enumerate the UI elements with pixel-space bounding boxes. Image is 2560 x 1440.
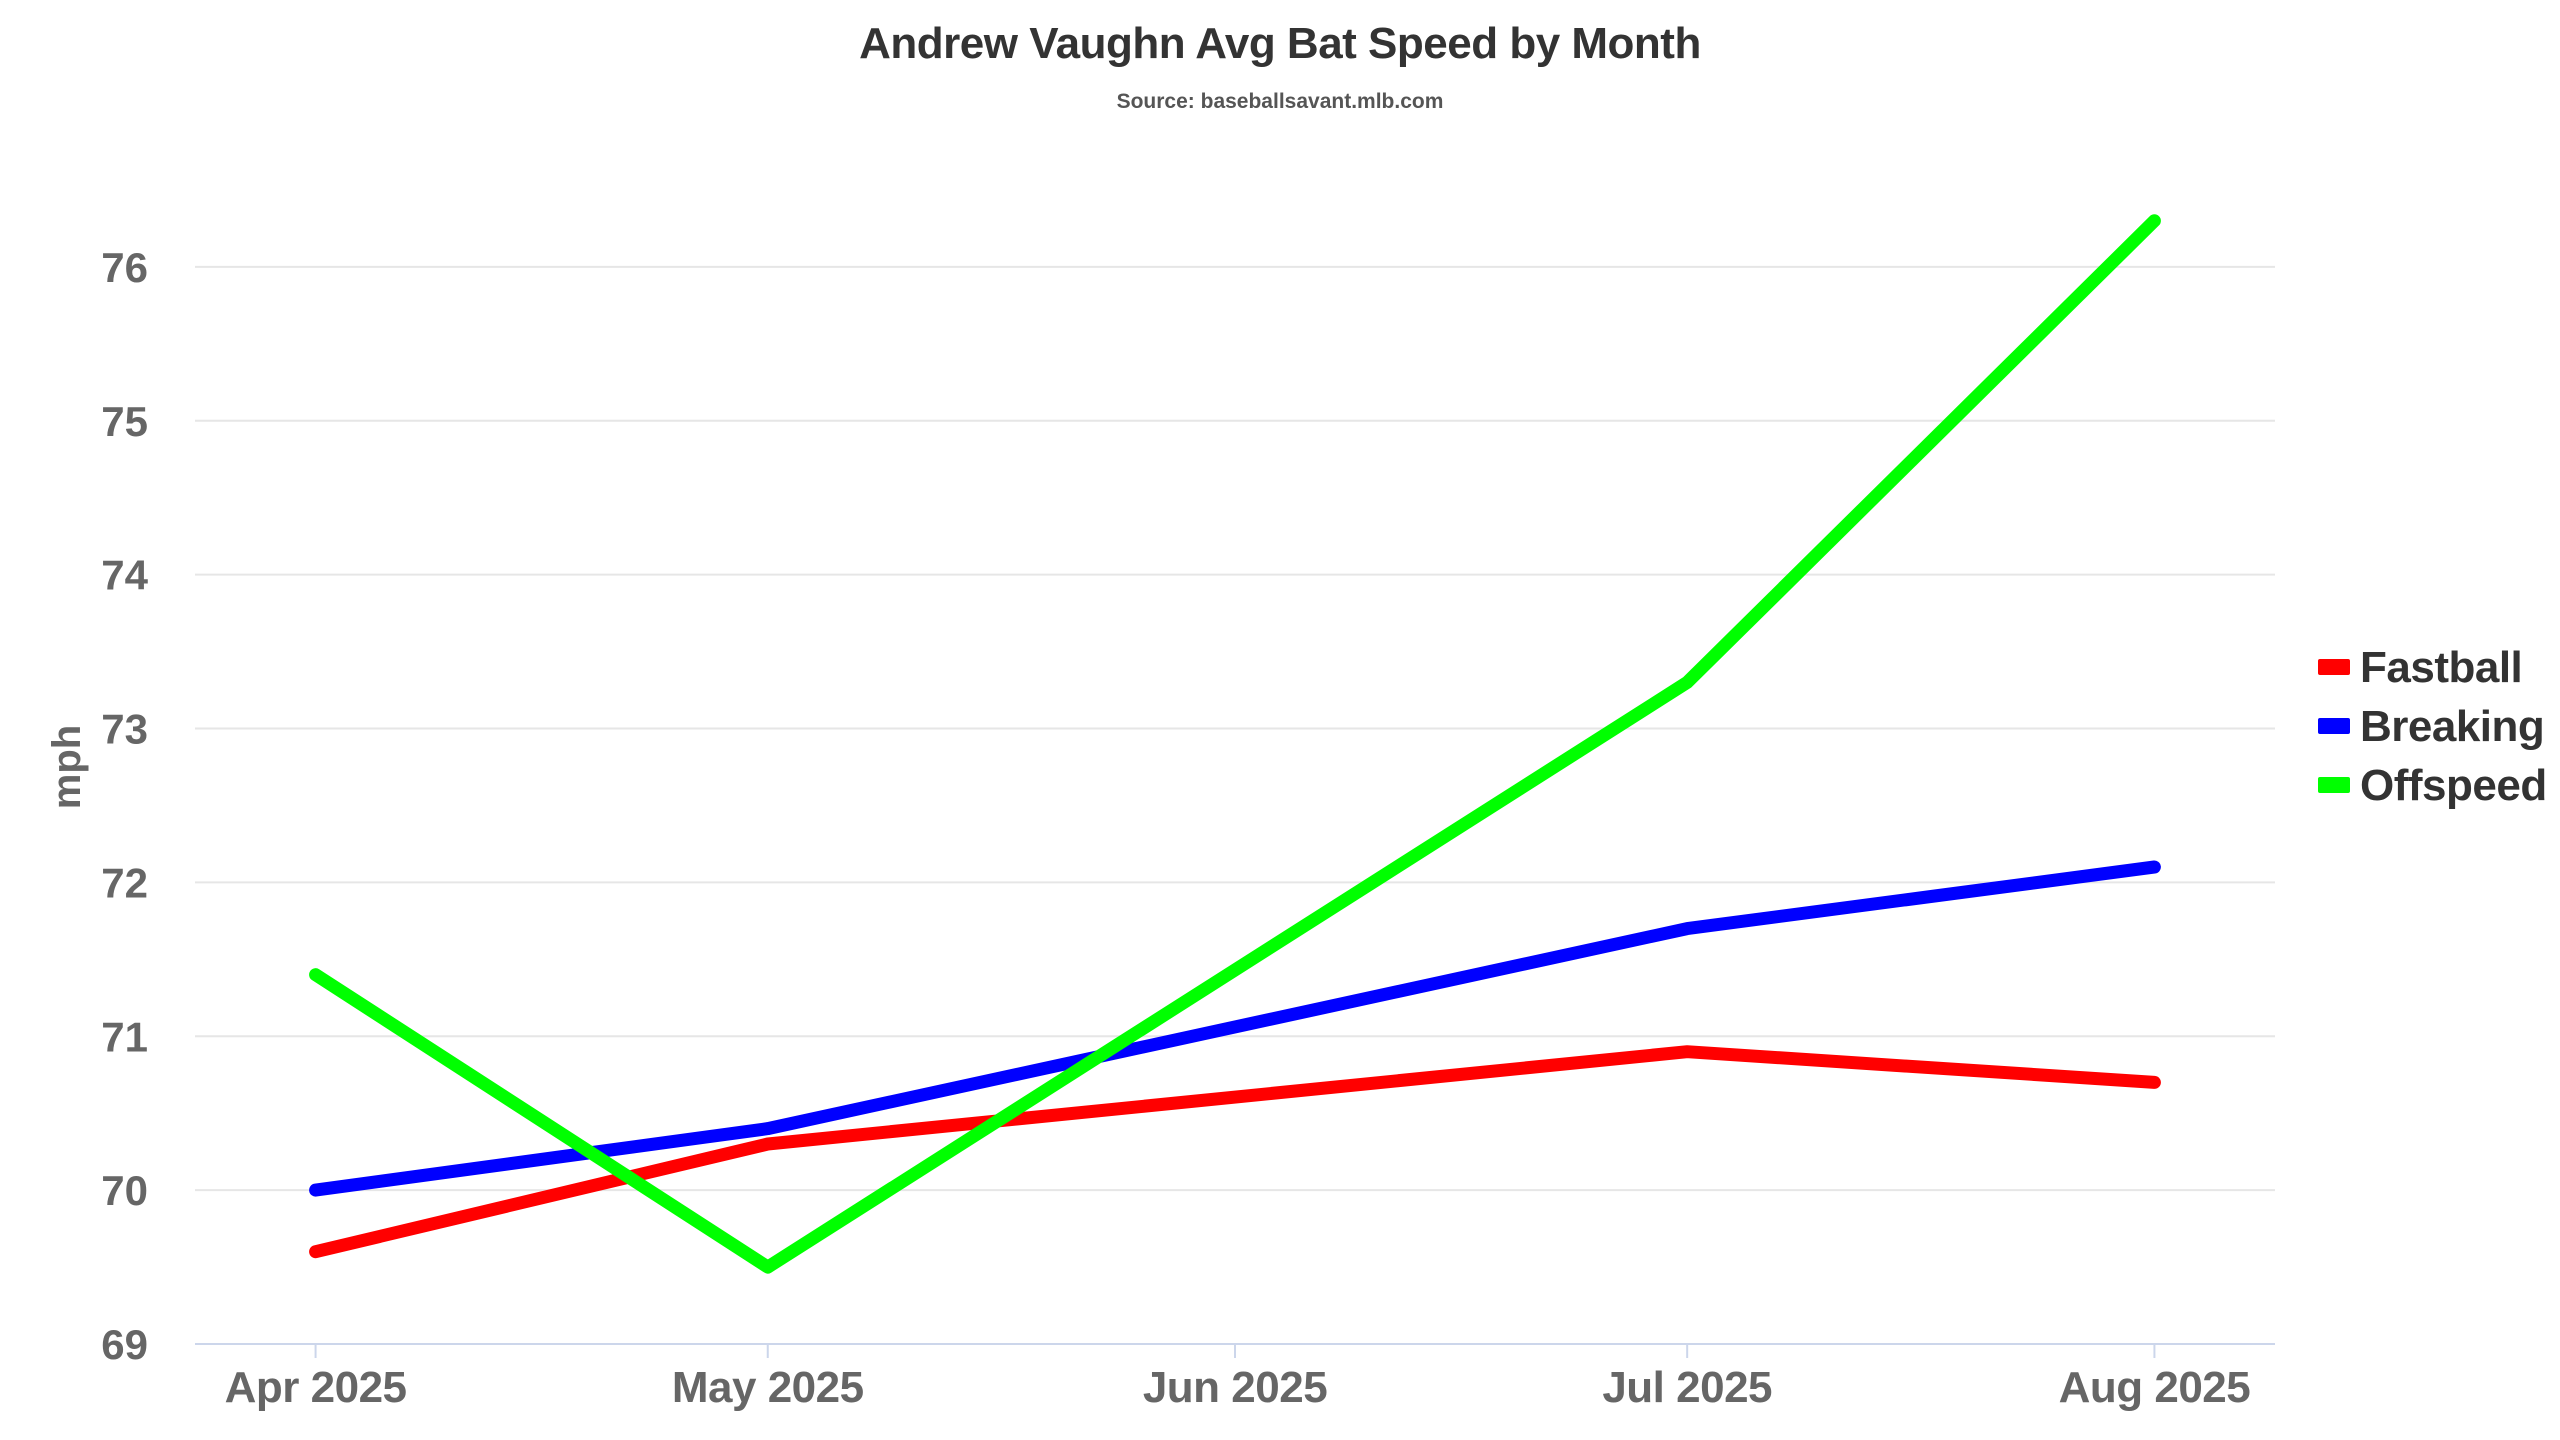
y-tick-label: 73 — [101, 706, 148, 753]
x-axis-ticks: Apr 2025 May 2025 Jun 2025 Jul 2025 Aug 2025 — [225, 1363, 2251, 1412]
x-tick-label: Aug 2025 — [2059, 1363, 2251, 1412]
y-tick-label: 69 — [101, 1321, 148, 1368]
legend-item-offspeed[interactable]: Offspeed — [2318, 761, 2547, 810]
x-tick-label: Jun 2025 — [1143, 1363, 1327, 1412]
y-tick-label: 71 — [101, 1013, 148, 1060]
x-tick-label: May 2025 — [672, 1363, 864, 1412]
series-line-offspeed — [309, 214, 2161, 1274]
y-tick-label: 74 — [101, 552, 148, 599]
legend-label: Fastball — [2360, 643, 2522, 692]
series-lines — [309, 214, 2161, 1274]
series-line-breaking — [309, 860, 2161, 1197]
axes — [195, 1343, 2275, 1358]
y-axis-label: mph — [45, 725, 89, 809]
legend-item-fastball[interactable]: Fastball — [2318, 643, 2523, 692]
y-axis-ticks: 69 70 71 72 73 74 75 76 — [101, 244, 148, 1368]
legend-item-breaking[interactable]: Breaking — [2318, 702, 2545, 751]
legend-swatch — [2318, 659, 2350, 675]
gridlines — [195, 265, 2275, 1192]
series-line-fastball — [309, 1045, 2161, 1259]
y-tick-label: 75 — [101, 398, 148, 445]
x-tick-label: Jul 2025 — [1602, 1363, 1772, 1412]
y-tick-label: 76 — [101, 244, 148, 291]
legend-label: Breaking — [2360, 702, 2544, 751]
legend[interactable]: Fastball Breaking Offspeed — [2318, 643, 2547, 810]
x-tick-label: Apr 2025 — [225, 1363, 407, 1412]
chart-subtitle: Source: baseballsavant.mlb.com — [1117, 90, 1444, 113]
y-tick-label: 70 — [101, 1167, 148, 1214]
legend-swatch — [2318, 777, 2350, 793]
y-tick-label: 72 — [101, 859, 148, 906]
legend-swatch — [2318, 718, 2350, 734]
legend-label: Offspeed — [2360, 761, 2547, 810]
chart-title: Andrew Vaughn Avg Bat Speed by Month — [859, 19, 1701, 68]
